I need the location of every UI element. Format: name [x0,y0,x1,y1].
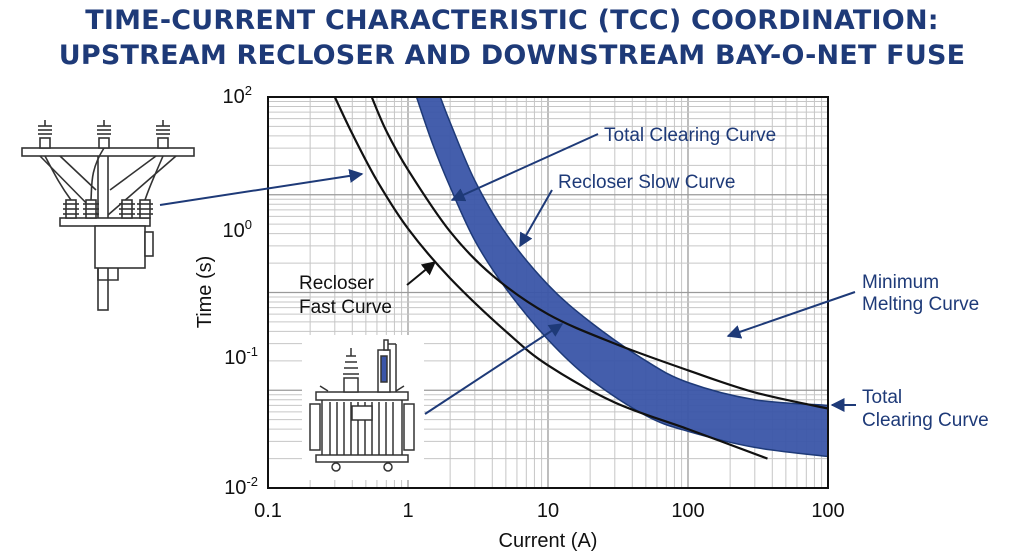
annotation-total-clearing-right-line-1: Total [862,387,902,408]
x-tick-label: 1 [402,500,413,522]
x-tick-label: 10 [537,500,559,522]
annotation-recloser-fast-line-1: Recloser [299,273,375,294]
arrow-transformer-to-chart [424,323,564,415]
y-tick-label: 10-1 [224,344,258,369]
recloser-slow-curve [370,96,829,410]
annotation-minimum-melting-line-1: Minimum [862,272,939,293]
pad-transformer-icon [309,339,415,472]
x-tick-label: 100 [671,500,704,522]
x-axis-label: Current (A) [499,530,598,552]
chart-title-line-1: TIME-CURRENT CHARACTERISTIC (TCC) COORDI… [85,5,939,36]
annotation-minimum-melting-line-2: Melting Curve [862,294,979,315]
recloser-fast-curve [333,96,768,460]
x-tick-label: 0.1 [254,500,282,522]
y-tick-label: 102 [223,83,252,108]
plot-frame [267,96,829,489]
utility-pole-recloser-icon [21,120,195,311]
arrow-recloser-slow [519,189,553,248]
arrow-pole-to-chart [159,168,364,206]
arrow-minimum-melting [726,291,856,339]
annotation-recloser-slow: Recloser Slow Curve [558,172,735,193]
annotation-total-clearing-top: Total Clearing Curve [604,125,776,146]
y-tick-labels: 102 100 10-1 10-2 [223,83,258,499]
arrow-total-clearing-top [450,133,599,202]
x-tick-label: 100 [811,500,844,522]
annotation-total-clearing-right-line-2: Clearing Curve [862,410,989,431]
total-clearing-curve [439,96,829,407]
y-tick-label: 10-2 [224,474,258,499]
arrow-recloser-fast [406,261,437,286]
y-tick-label: 100 [223,217,252,242]
y-axis-label: Time (s) [194,256,216,329]
annotation-recloser-fast-line-2: Fast Curve [299,297,392,318]
x-tick-labels: 0.1 1 10 100 100 [254,500,845,522]
fuse-band [416,97,828,457]
chart-title-line-2: UPSTREAM RECLOSER AND DOWNSTREAM BAY-O-N… [58,40,966,71]
